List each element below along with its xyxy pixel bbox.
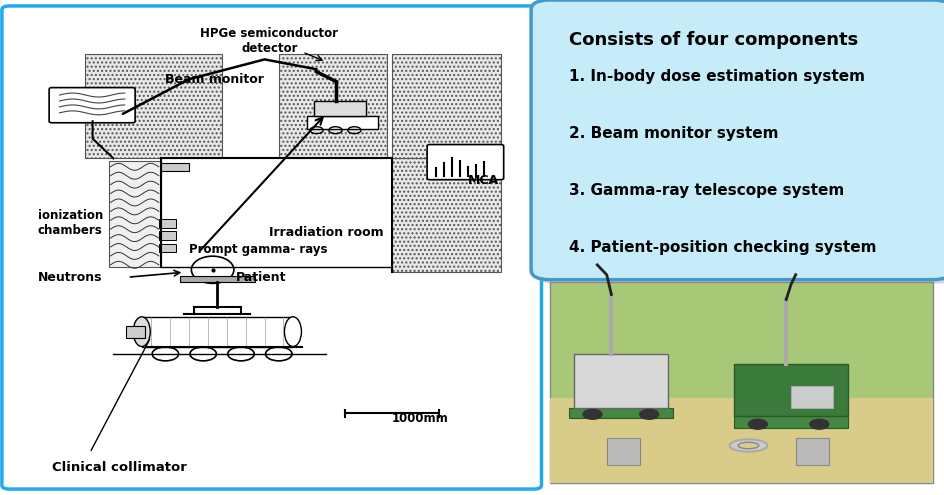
Bar <box>126 326 144 338</box>
Text: 3. Gamma-ray telescope system: 3. Gamma-ray telescope system <box>568 183 843 198</box>
Bar <box>549 282 932 483</box>
FancyBboxPatch shape <box>2 6 541 489</box>
FancyBboxPatch shape <box>535 4 944 284</box>
Circle shape <box>582 409 601 419</box>
Text: 4. Patient-position checking system: 4. Patient-position checking system <box>568 240 875 255</box>
Text: HPGe semiconductor
detector: HPGe semiconductor detector <box>200 27 338 55</box>
Text: MCA: MCA <box>467 174 498 187</box>
Text: 2. Beam monitor system: 2. Beam monitor system <box>568 126 778 141</box>
FancyBboxPatch shape <box>49 88 135 123</box>
Text: ionization
chambers: ionization chambers <box>38 209 103 237</box>
Text: Beam monitor: Beam monitor <box>165 73 264 86</box>
Bar <box>85 54 222 158</box>
Text: Prompt gamma- rays: Prompt gamma- rays <box>189 244 328 256</box>
FancyBboxPatch shape <box>531 0 944 280</box>
Ellipse shape <box>284 317 301 346</box>
Bar <box>109 161 160 267</box>
Bar <box>573 354 667 408</box>
Ellipse shape <box>133 317 150 346</box>
Text: Irradiation room: Irradiation room <box>269 226 383 239</box>
Text: Clinical collimator: Clinical collimator <box>52 461 187 474</box>
Bar <box>159 244 176 252</box>
Text: 1000mm: 1000mm <box>392 412 448 425</box>
Bar <box>790 386 833 408</box>
Text: Consists of four components: Consists of four components <box>568 31 857 49</box>
Bar <box>159 219 176 228</box>
Bar <box>179 276 255 282</box>
Bar <box>606 438 639 465</box>
Bar <box>160 163 189 171</box>
Ellipse shape <box>191 256 233 283</box>
Bar <box>307 116 378 129</box>
Circle shape <box>809 419 828 429</box>
Bar <box>313 101 365 116</box>
Bar <box>392 54 500 158</box>
Ellipse shape <box>729 440 767 451</box>
Circle shape <box>639 409 658 419</box>
Bar <box>733 416 847 428</box>
Ellipse shape <box>737 443 758 448</box>
Bar <box>159 231 176 240</box>
Bar <box>142 317 293 346</box>
Bar <box>568 408 672 418</box>
Text: 1. In-body dose estimation system: 1. In-body dose estimation system <box>568 69 864 84</box>
Bar <box>278 54 387 158</box>
Bar <box>795 438 828 465</box>
FancyBboxPatch shape <box>427 145 503 180</box>
Circle shape <box>748 419 767 429</box>
Bar <box>392 158 500 272</box>
Text: Patient: Patient <box>236 271 286 284</box>
Bar <box>733 364 847 416</box>
Bar <box>549 398 932 483</box>
Text: Neutrons: Neutrons <box>38 271 102 284</box>
